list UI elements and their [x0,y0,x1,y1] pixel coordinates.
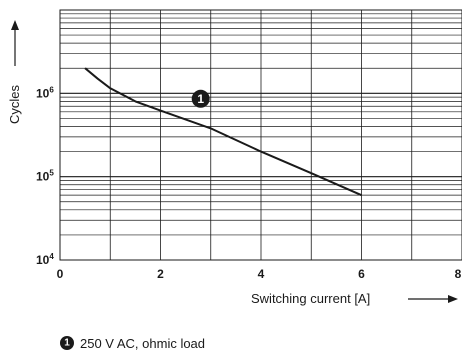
y-axis-arrow-head [11,20,19,30]
y-tick-label: 105 [36,169,54,184]
legend-marker-circle [60,336,74,350]
y-tick-exponent: 6 [49,85,54,94]
curve-marker-circle [191,89,210,108]
grid-vertical-lines [109,10,413,260]
y-tick-base: 10 [36,253,50,267]
y-tick-base: 10 [36,170,50,184]
x-tick-labels: 0 2 4 6 8 [57,267,462,281]
x-axis-title-group: Switching current [A] [251,291,458,306]
y-tick-base: 10 [36,86,50,100]
curve-marker-label: 1 [197,92,204,106]
legend-entry-text: 250 V AC, ohmic load [80,336,205,351]
grid-horizontal-lines [60,13,462,236]
x-tick-label: 2 [157,267,164,281]
y-axis-title: Cycles [7,84,22,124]
curve-marker: 1 [191,89,210,108]
series-line [84,67,362,197]
y-tick-label: 106 [36,85,54,100]
y-tick-label: 104 [36,252,54,267]
plot-frame [59,9,462,261]
legend-marker-label: 1 [64,338,70,349]
x-tick-label: 0 [57,267,64,281]
x-axis-arrow-head [448,295,458,303]
y-tick-exponent: 4 [49,252,54,261]
x-tick-label: 8 [455,267,462,281]
y-axis-title-group: Cycles [7,20,22,124]
x-axis-title: Switching current [A] [251,291,370,306]
y-tick-exponent: 5 [49,169,54,178]
x-tick-label: 4 [258,267,265,281]
x-tick-label: 6 [358,267,365,281]
legend: 1 250 V AC, ohmic load [60,336,205,351]
